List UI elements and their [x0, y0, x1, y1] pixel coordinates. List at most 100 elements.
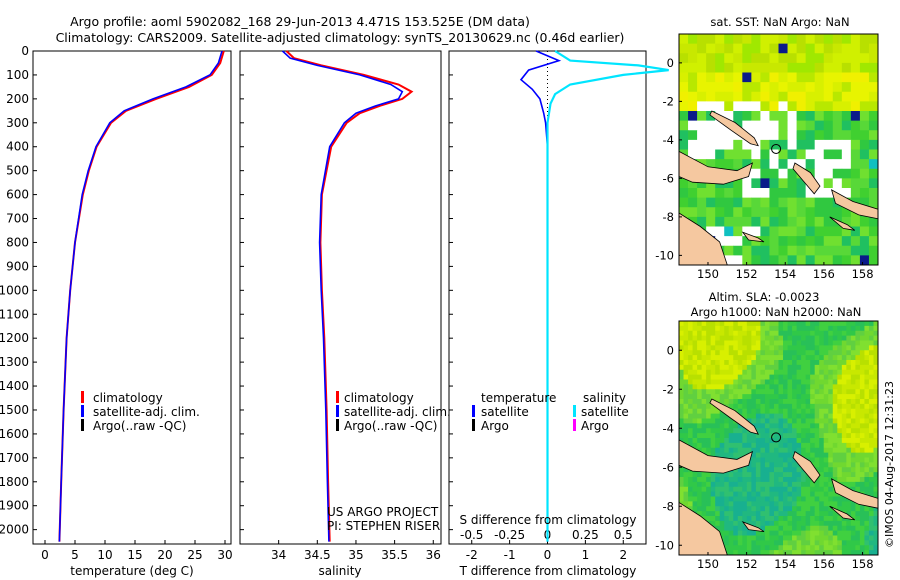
map-cell	[751, 442, 757, 449]
map-cell	[783, 399, 788, 405]
project-label: US ARGO PROJECT	[327, 505, 439, 519]
map-cell	[832, 428, 838, 434]
map-cell	[764, 477, 770, 483]
map-cell	[679, 486, 684, 493]
map-cell	[719, 447, 725, 454]
map-cell	[859, 355, 865, 361]
map-cell	[706, 438, 712, 444]
map-cell	[773, 511, 779, 517]
map-cell	[769, 130, 779, 141]
map-cell	[868, 481, 874, 488]
map-cell	[742, 62, 752, 73]
map-cell	[746, 472, 752, 478]
map-cell	[760, 139, 770, 150]
map-cell	[823, 384, 829, 390]
map-cell	[783, 325, 788, 332]
map-cell	[819, 364, 825, 371]
map-cell	[773, 379, 779, 385]
map-cell	[859, 139, 870, 150]
map-cell	[801, 374, 807, 380]
map-cell	[805, 486, 811, 493]
map-cell	[733, 452, 739, 458]
map-cell	[814, 496, 820, 502]
map-cell	[697, 501, 703, 507]
map-cell	[832, 111, 843, 122]
map-cell	[850, 178, 861, 189]
map-cell	[683, 355, 689, 361]
map-cell	[692, 374, 698, 380]
map-cell	[868, 442, 874, 449]
map-cell	[859, 159, 870, 170]
map-cell	[823, 452, 829, 458]
map-cell	[819, 330, 825, 337]
map-cell	[733, 340, 739, 346]
map-cell	[688, 472, 693, 478]
map-cell	[832, 369, 838, 376]
map-cell	[751, 394, 757, 400]
map-cell	[859, 472, 865, 478]
map-cell	[787, 550, 793, 556]
map-cell	[701, 394, 707, 400]
map-cell	[814, 360, 820, 366]
map-cell	[823, 330, 829, 337]
map-cell	[814, 245, 825, 256]
map-cell	[683, 472, 689, 478]
map-cell	[742, 467, 748, 473]
map-cell	[864, 545, 870, 551]
map-cell	[868, 477, 874, 483]
map-cell	[778, 457, 784, 463]
map-cell	[859, 72, 870, 83]
map-cell	[683, 428, 689, 434]
map-cell	[787, 428, 793, 434]
map-cell	[841, 481, 847, 488]
map-cell	[710, 438, 716, 444]
map-cell	[710, 491, 716, 497]
map-cell	[841, 384, 847, 390]
map-cell	[769, 413, 775, 419]
map-cell	[706, 506, 712, 512]
map-cell	[864, 321, 870, 327]
map-cell	[733, 491, 739, 497]
map-cell	[697, 413, 703, 419]
map-cell	[764, 355, 770, 361]
map-cell	[710, 335, 716, 341]
map-cell	[733, 545, 739, 551]
map-cell	[837, 447, 843, 454]
map-cell	[868, 520, 874, 527]
map-cell	[710, 511, 716, 517]
map-cell	[719, 340, 725, 346]
map-cell	[819, 535, 825, 541]
map-cell	[769, 384, 775, 390]
map-cell	[850, 159, 861, 170]
map-cell	[868, 467, 874, 473]
map-cell	[751, 178, 761, 189]
land-polygon	[741, 521, 765, 532]
map-cell	[742, 486, 748, 493]
map-cell	[733, 207, 743, 218]
map-cell	[873, 330, 879, 337]
map-cell	[760, 413, 766, 419]
map-cell	[828, 364, 834, 371]
map-cell	[701, 374, 707, 380]
map-cell	[769, 438, 775, 444]
map-cell	[792, 360, 797, 366]
map-cell	[760, 34, 770, 45]
map-cell	[832, 467, 838, 473]
map-cell	[796, 255, 807, 266]
map-cell	[679, 178, 689, 189]
map-cell	[855, 452, 861, 458]
map-cell	[715, 34, 725, 45]
map-cell	[864, 374, 870, 380]
map-cell	[755, 330, 761, 337]
map-cell	[859, 511, 865, 517]
map-cell	[832, 403, 838, 410]
map-cell	[683, 374, 689, 380]
map-cell	[728, 540, 734, 546]
map-cell	[850, 403, 856, 410]
land-polygon	[709, 398, 759, 435]
map-cell	[742, 399, 748, 405]
map-cell	[728, 389, 734, 395]
map-cell	[715, 53, 725, 64]
map-cell	[805, 120, 816, 131]
map-cell	[751, 496, 757, 502]
